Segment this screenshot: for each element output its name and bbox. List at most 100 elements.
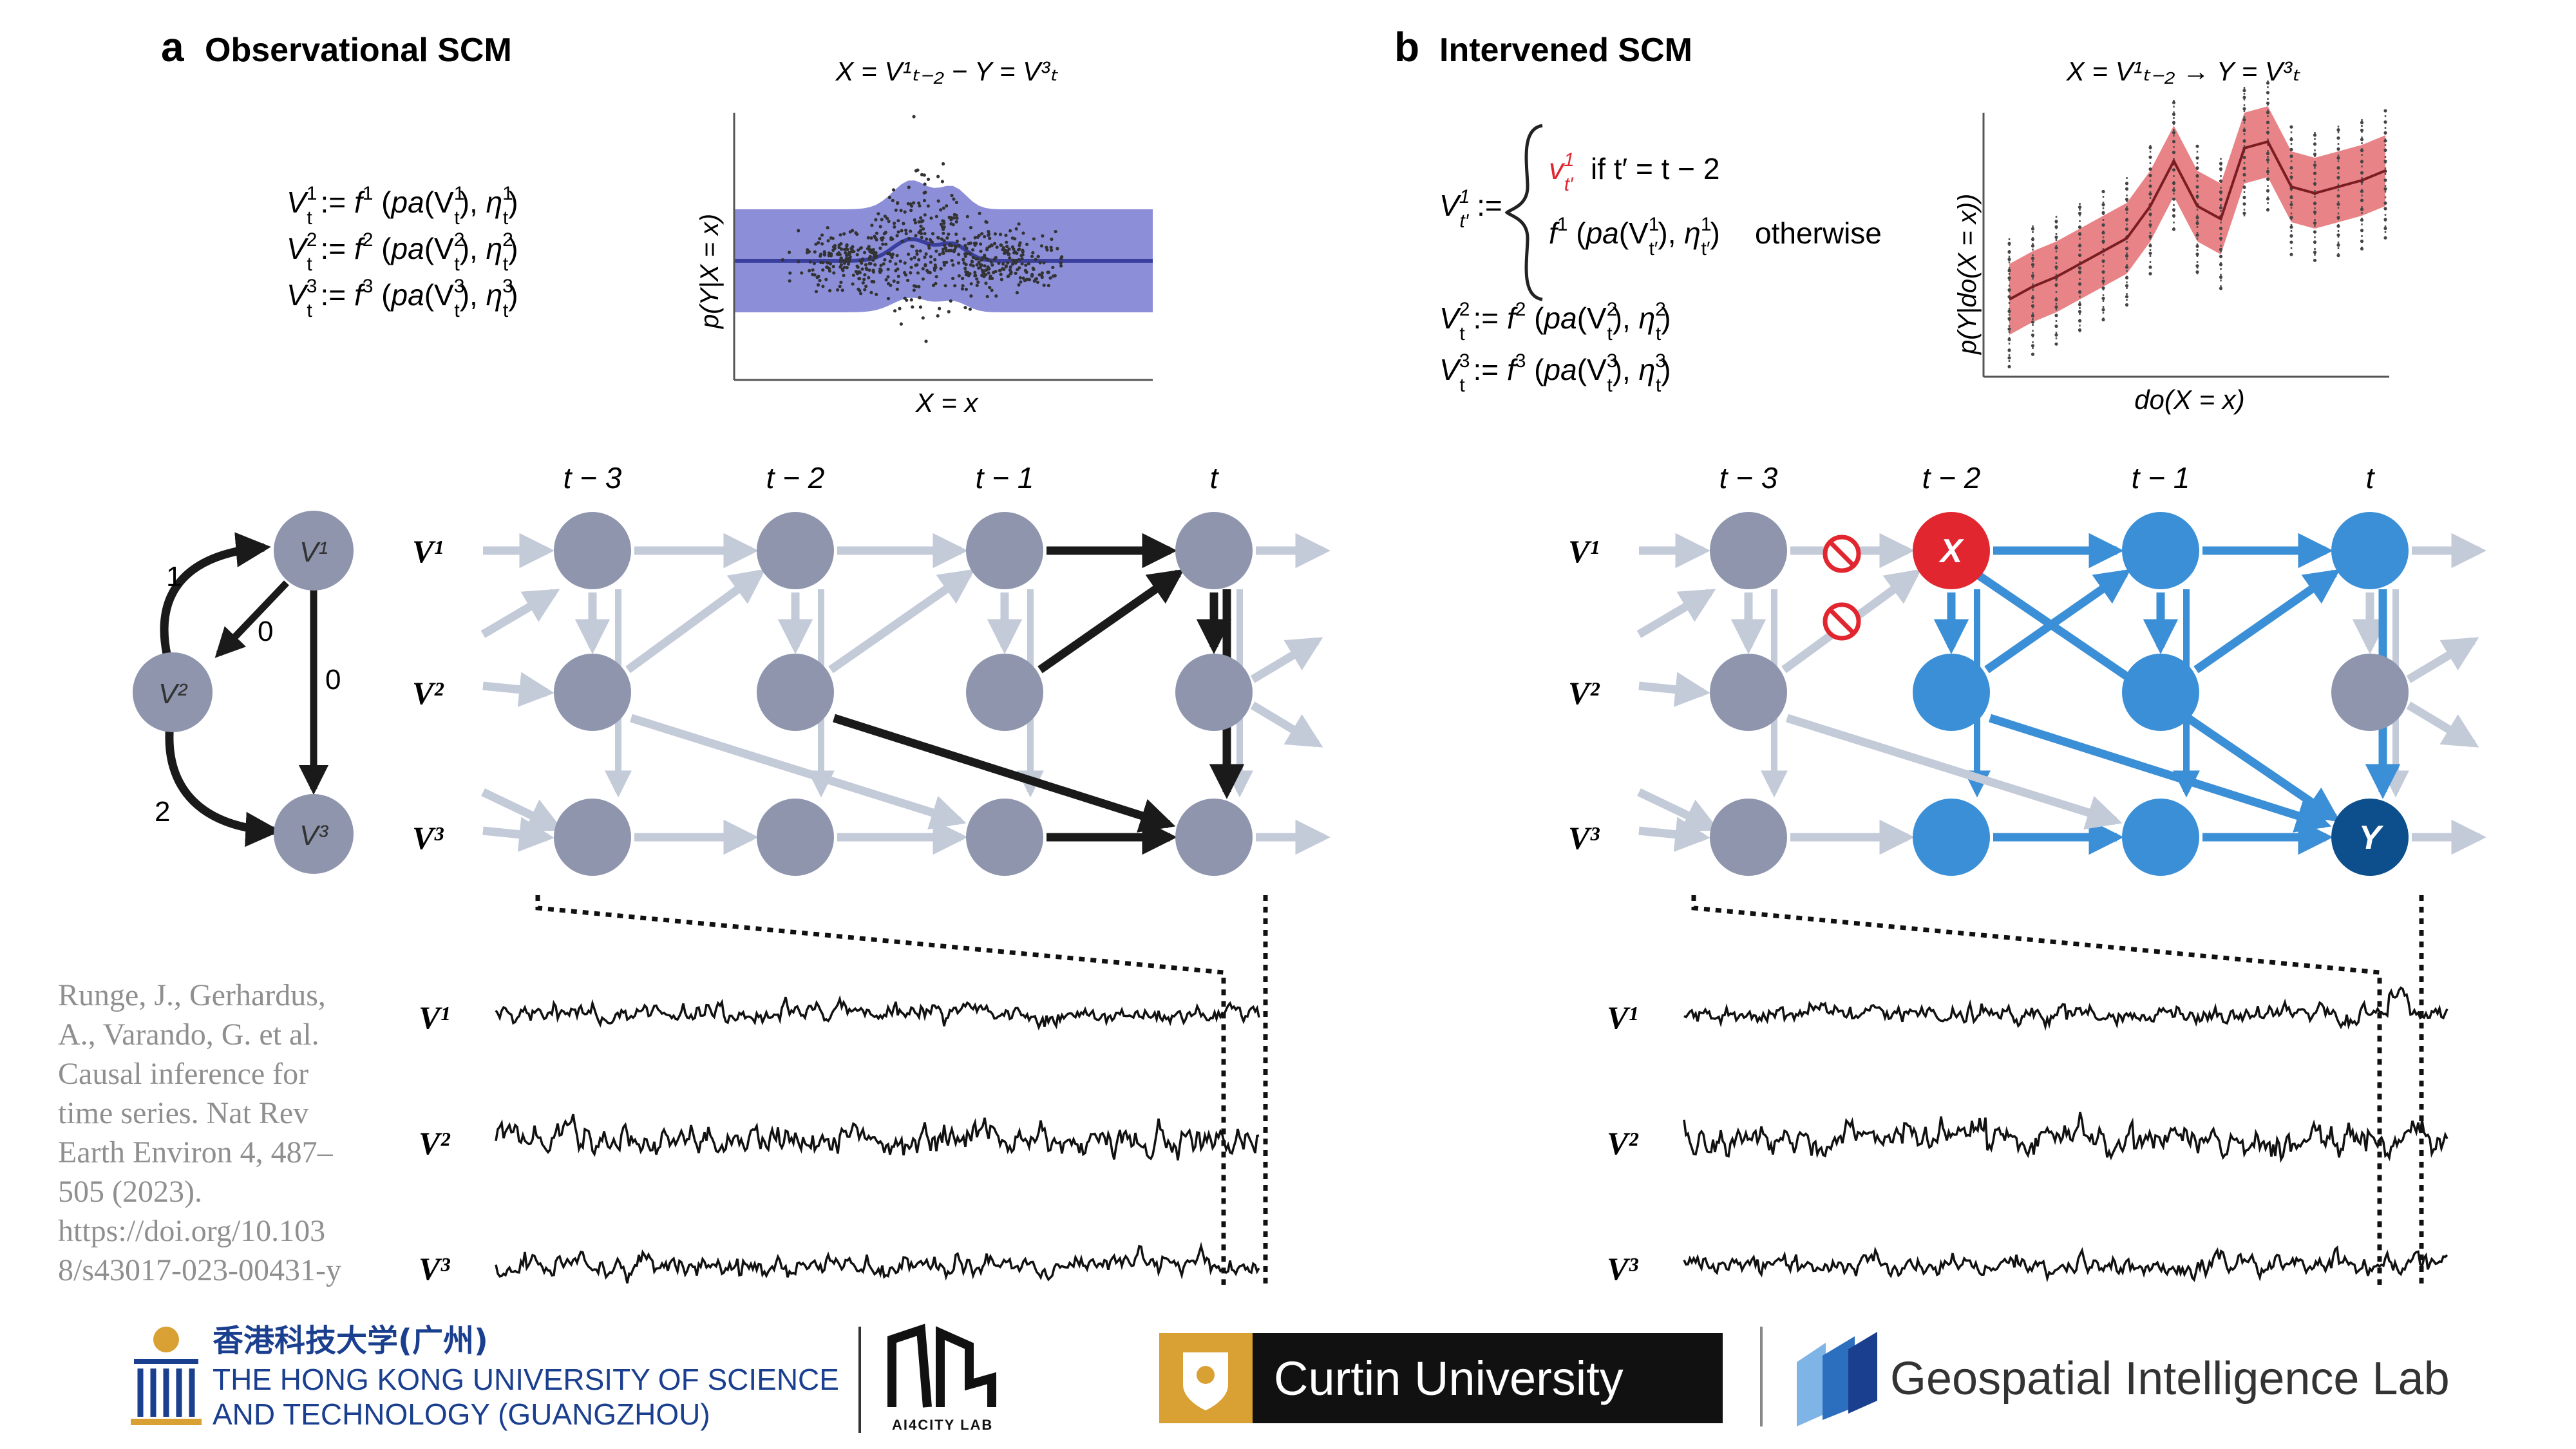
plot-a-point	[866, 236, 870, 240]
plot-a-point	[936, 175, 940, 178]
plot-a-point	[816, 283, 820, 287]
plot-a-point	[851, 245, 855, 249]
plot-a-point	[999, 272, 1003, 276]
plot-a-point	[891, 198, 895, 202]
plot-a-point	[840, 289, 844, 292]
plot-a-point	[1011, 258, 1015, 262]
time-label: t	[2366, 461, 2376, 495]
plot-b-point	[2054, 265, 2058, 269]
graph-edge	[1250, 701, 1323, 748]
plot-a-point	[950, 193, 954, 198]
plot-b-point	[2313, 153, 2317, 156]
plot-a-point	[851, 273, 855, 277]
plot-a-point	[945, 236, 949, 240]
plot-b-point	[2031, 333, 2035, 337]
trace-label-a: V²	[419, 1125, 450, 1161]
plot-b-point	[2336, 176, 2340, 180]
plot-b-point	[2242, 211, 2246, 215]
plot-a-point	[894, 208, 898, 212]
plot-b-point	[2242, 139, 2246, 143]
plot-a-point	[930, 240, 934, 244]
plot-a-point	[987, 267, 990, 271]
plot-b-point	[2336, 202, 2340, 206]
plot-b-point	[2383, 201, 2387, 205]
plot-b-point	[2031, 344, 2035, 348]
plot-a-point	[988, 285, 992, 290]
plot-a-point	[973, 270, 977, 274]
plot-a-point	[916, 168, 920, 172]
plot-b-point	[2383, 187, 2387, 191]
plot-b-point	[2078, 205, 2082, 209]
plot-a-point	[952, 197, 956, 201]
plot-a-point	[1030, 274, 1034, 278]
plot-a-point	[828, 252, 832, 256]
plot-a-point	[979, 242, 983, 246]
plot-a-point	[855, 264, 859, 268]
plot-b-point	[2313, 171, 2317, 175]
intervention-node-x: X	[1938, 533, 1965, 570]
plot-b-point	[2148, 272, 2152, 276]
plot-b-point	[2078, 282, 2082, 286]
plot-b-point	[2360, 160, 2364, 164]
plot-a-point	[894, 269, 898, 272]
plot-a-point	[943, 246, 948, 250]
plot-a-point	[900, 240, 904, 243]
plot-a-point	[889, 237, 893, 242]
plot-b-point	[2054, 283, 2058, 287]
plot-a-point	[934, 249, 938, 253]
plot-b-point	[2172, 140, 2176, 144]
plot-b-point	[2078, 225, 2082, 229]
plot-b-point	[2195, 174, 2199, 178]
plot-a-point	[855, 272, 859, 276]
plot-b-point	[2360, 120, 2364, 124]
incoming-edge	[482, 817, 554, 852]
plot-b-point	[2219, 167, 2223, 171]
plot-b-point	[2007, 317, 2011, 321]
cross-lag-edge	[1989, 714, 2332, 833]
plot-a-point	[980, 258, 983, 262]
plot-a-point	[931, 232, 935, 236]
plot-a-point	[909, 298, 913, 302]
eq-b-v2: V2 t := f2 (pa(V2 t), η2 t)	[1439, 299, 1671, 345]
hkust-chinese-name: 香港科技大学(广州)	[213, 1323, 488, 1359]
plot-a-point	[978, 263, 982, 267]
plot-b-point	[2101, 308, 2105, 312]
plot-a-point	[821, 268, 825, 272]
graph-node	[2331, 799, 2409, 876]
plot-a-point	[921, 277, 925, 281]
plot-b-mean-line	[2009, 140, 2386, 301]
plot-a-point	[888, 260, 892, 263]
plot-b-point	[2172, 100, 2176, 104]
plot-a-point	[883, 258, 887, 261]
plot-b-point	[2031, 320, 2035, 324]
plot-a-point	[812, 261, 816, 265]
plot-b-point	[2125, 265, 2129, 269]
cross-edge	[1984, 569, 2131, 674]
time-label: t − 2	[766, 461, 825, 495]
plot-a-point	[943, 243, 947, 247]
plot-a-point	[919, 216, 923, 220]
variable-label: V³	[412, 820, 444, 856]
plot-a-point	[821, 261, 825, 265]
plot-b-ylabel: p(Y|do(X = x))	[1953, 194, 1982, 355]
plot-a-point	[863, 273, 867, 277]
plot-b-point	[2148, 234, 2152, 238]
variable-label: V³	[1568, 820, 1600, 856]
plot-a-point	[847, 251, 851, 254]
plot-b-point	[2219, 162, 2223, 166]
plot-b-point	[2336, 136, 2340, 140]
panel-a-letter: a	[161, 24, 184, 70]
plot-b-point	[2360, 149, 2364, 153]
plot-a-point	[994, 294, 998, 298]
plot-b-point	[2101, 286, 2105, 290]
plot-a-point	[905, 298, 909, 302]
plot-b-point	[2336, 156, 2340, 160]
plot-a-point	[826, 226, 829, 230]
plot-a-point	[1048, 276, 1052, 280]
plot-b-point	[2383, 236, 2387, 240]
plot-a-point	[1017, 258, 1021, 261]
plot-a-point	[788, 271, 792, 275]
plot-a-point	[1042, 283, 1046, 287]
plot-a-point	[1009, 265, 1012, 269]
plot-a-point	[907, 236, 911, 240]
